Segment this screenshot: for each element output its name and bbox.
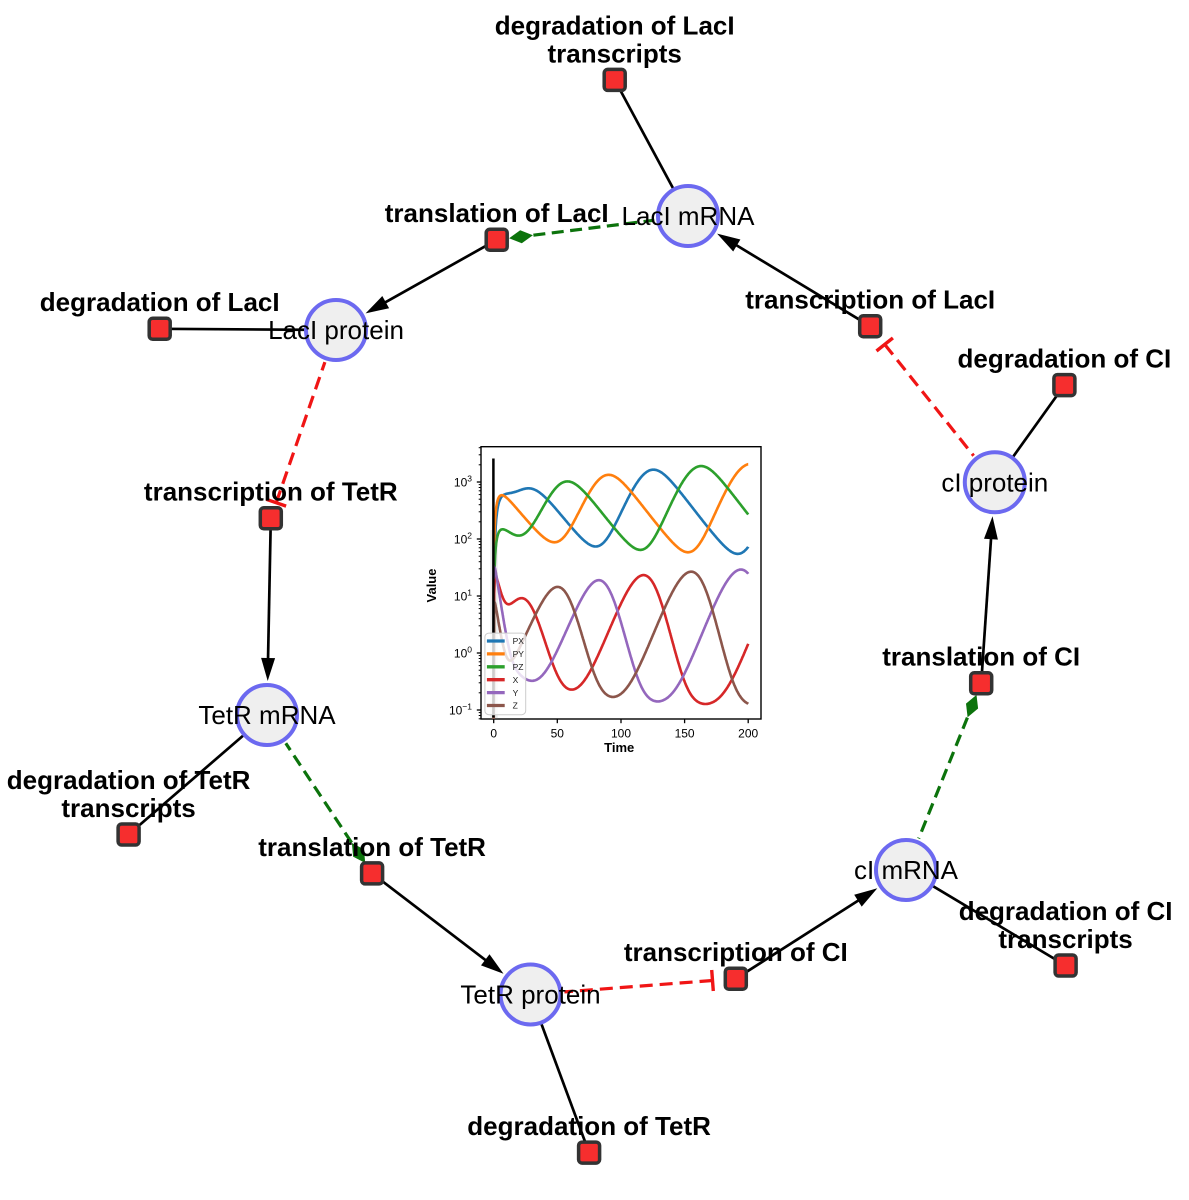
svg-text:translation of LacI: translation of LacI <box>385 198 609 228</box>
svg-text:degradation of LacI: degradation of LacI <box>40 287 280 317</box>
svg-text:degradation of TetR: degradation of TetR <box>467 1111 711 1141</box>
svg-text:150: 150 <box>675 727 695 741</box>
svg-text:200: 200 <box>738 727 758 741</box>
svg-text:PZ: PZ <box>513 662 524 672</box>
svg-text:Time: Time <box>604 740 634 755</box>
svg-text:translation of CI: translation of CI <box>882 642 1080 672</box>
svg-text:degradation of TetR: degradation of TetR <box>7 765 251 795</box>
svg-text:PX: PX <box>513 636 525 646</box>
svg-text:LacI mRNA: LacI mRNA <box>622 201 756 231</box>
svg-text:transcription of LacI: transcription of LacI <box>745 285 995 315</box>
svg-text:transcription of TetR: transcription of TetR <box>144 477 398 507</box>
svg-text:X: X <box>513 675 519 685</box>
svg-text:Y: Y <box>513 688 519 698</box>
svg-text:transcripts: transcripts <box>998 924 1132 954</box>
svg-text:degradation of CI: degradation of CI <box>958 344 1172 374</box>
svg-text:transcripts: transcripts <box>61 793 195 823</box>
svg-text:TetR mRNA: TetR mRNA <box>198 700 336 730</box>
svg-text:transcription of CI: transcription of CI <box>624 937 848 967</box>
svg-text:degradation of LacI: degradation of LacI <box>495 10 735 40</box>
svg-text:Z: Z <box>513 701 518 711</box>
svg-text:102: 102 <box>454 531 472 547</box>
svg-text:101: 101 <box>454 588 472 604</box>
svg-text:TetR protein: TetR protein <box>460 980 600 1010</box>
svg-text:cI protein: cI protein <box>941 468 1048 498</box>
svg-text:100: 100 <box>611 727 631 741</box>
svg-text:LacI protein: LacI protein <box>268 315 404 345</box>
svg-text:0: 0 <box>490 727 497 741</box>
svg-text:Value: Value <box>424 569 439 603</box>
svg-text:10−1: 10−1 <box>449 702 472 718</box>
svg-text:cI mRNA: cI mRNA <box>854 855 959 885</box>
svg-text:PY: PY <box>513 649 525 659</box>
svg-text:103: 103 <box>454 474 472 490</box>
svg-text:degradation of CI: degradation of CI <box>959 896 1173 926</box>
svg-text:transcripts: transcripts <box>548 38 682 68</box>
svg-text:100: 100 <box>454 645 472 661</box>
svg-text:translation of TetR: translation of TetR <box>258 832 486 862</box>
svg-text:50: 50 <box>551 727 565 741</box>
